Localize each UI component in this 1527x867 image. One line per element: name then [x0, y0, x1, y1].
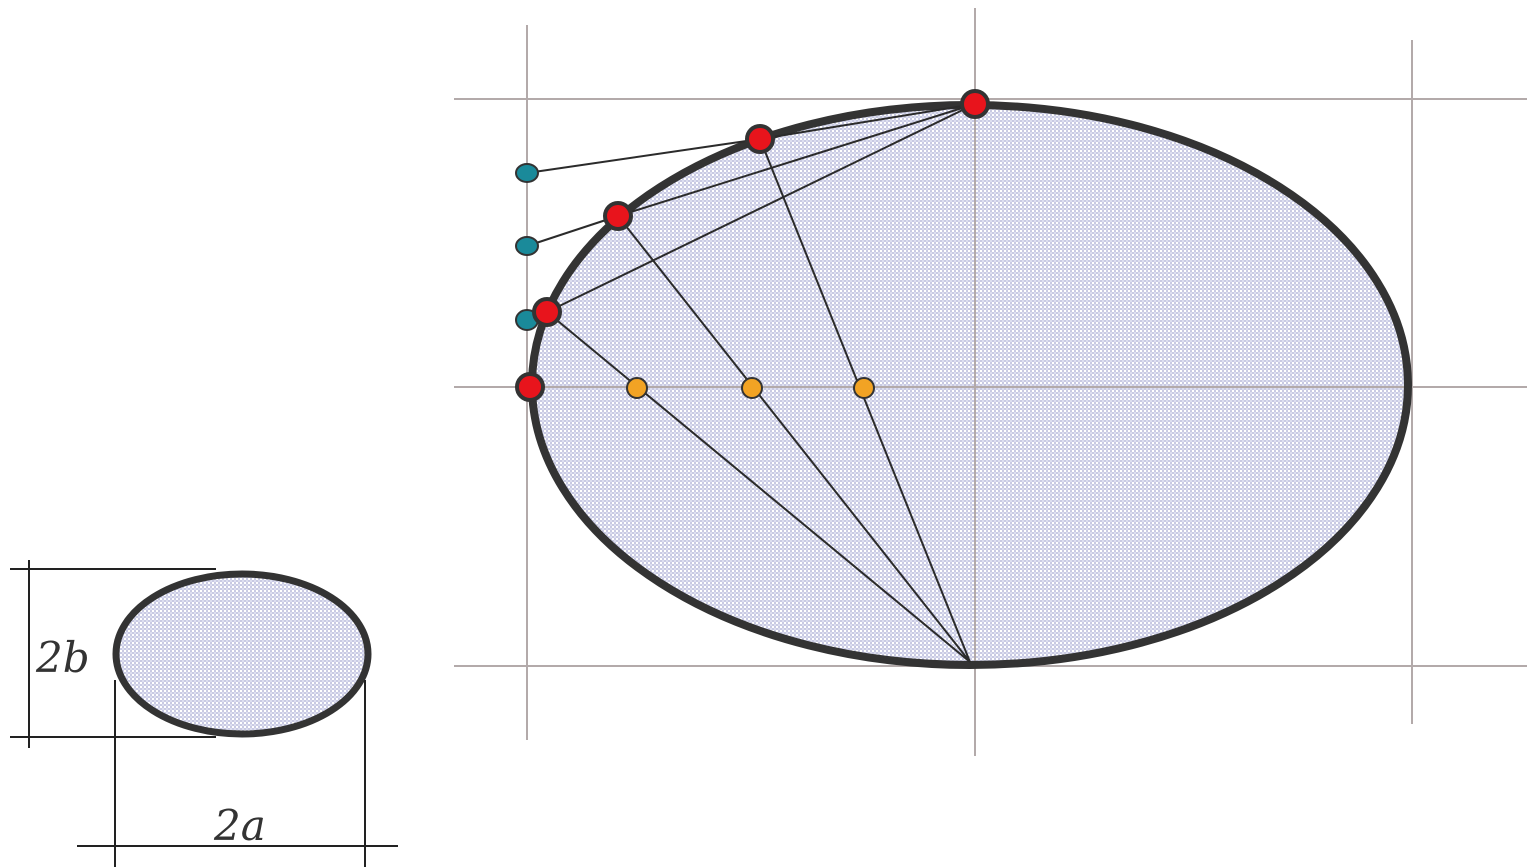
- construction-line-top-to-p1: [546, 103, 976, 313]
- major-axis-markers: [626, 377, 875, 399]
- ellipse-point-top-vertex: [960, 89, 990, 119]
- axis-marker-3: [853, 377, 875, 399]
- left-marker-2: [515, 236, 539, 256]
- ellipse-point-left-vertex: [515, 372, 545, 402]
- reference-ellipse-group: 2b 2a: [10, 560, 398, 867]
- axis-marker-2: [741, 377, 763, 399]
- ellipse-point-3: [745, 124, 775, 154]
- dimension-lines: [10, 560, 398, 867]
- construction-line-tick2-to-p2: [526, 215, 619, 247]
- ellipse-point-2: [603, 201, 633, 231]
- width-dimension-label: 2a: [213, 801, 266, 850]
- construction-line-top-to-p2: [617, 103, 976, 217]
- ellipse-points: [515, 89, 990, 402]
- main-ellipse-fill: [532, 105, 1408, 665]
- construction-line-tick1-to-p3: [526, 138, 761, 174]
- left-marker-1: [515, 163, 539, 183]
- construction-line-bottom-to-p2: [617, 215, 971, 663]
- ellipse-point-1: [532, 297, 562, 327]
- construction-line-bottom-to-p1: [546, 311, 971, 663]
- axis-marker-1: [626, 377, 648, 399]
- small-ellipse: [112, 570, 372, 738]
- height-dimension-label: 2b: [35, 633, 90, 682]
- construction-line-top-to-p3: [759, 103, 976, 140]
- construction-line-bottom-to-p3: [759, 138, 971, 663]
- construction-lines: [526, 103, 976, 663]
